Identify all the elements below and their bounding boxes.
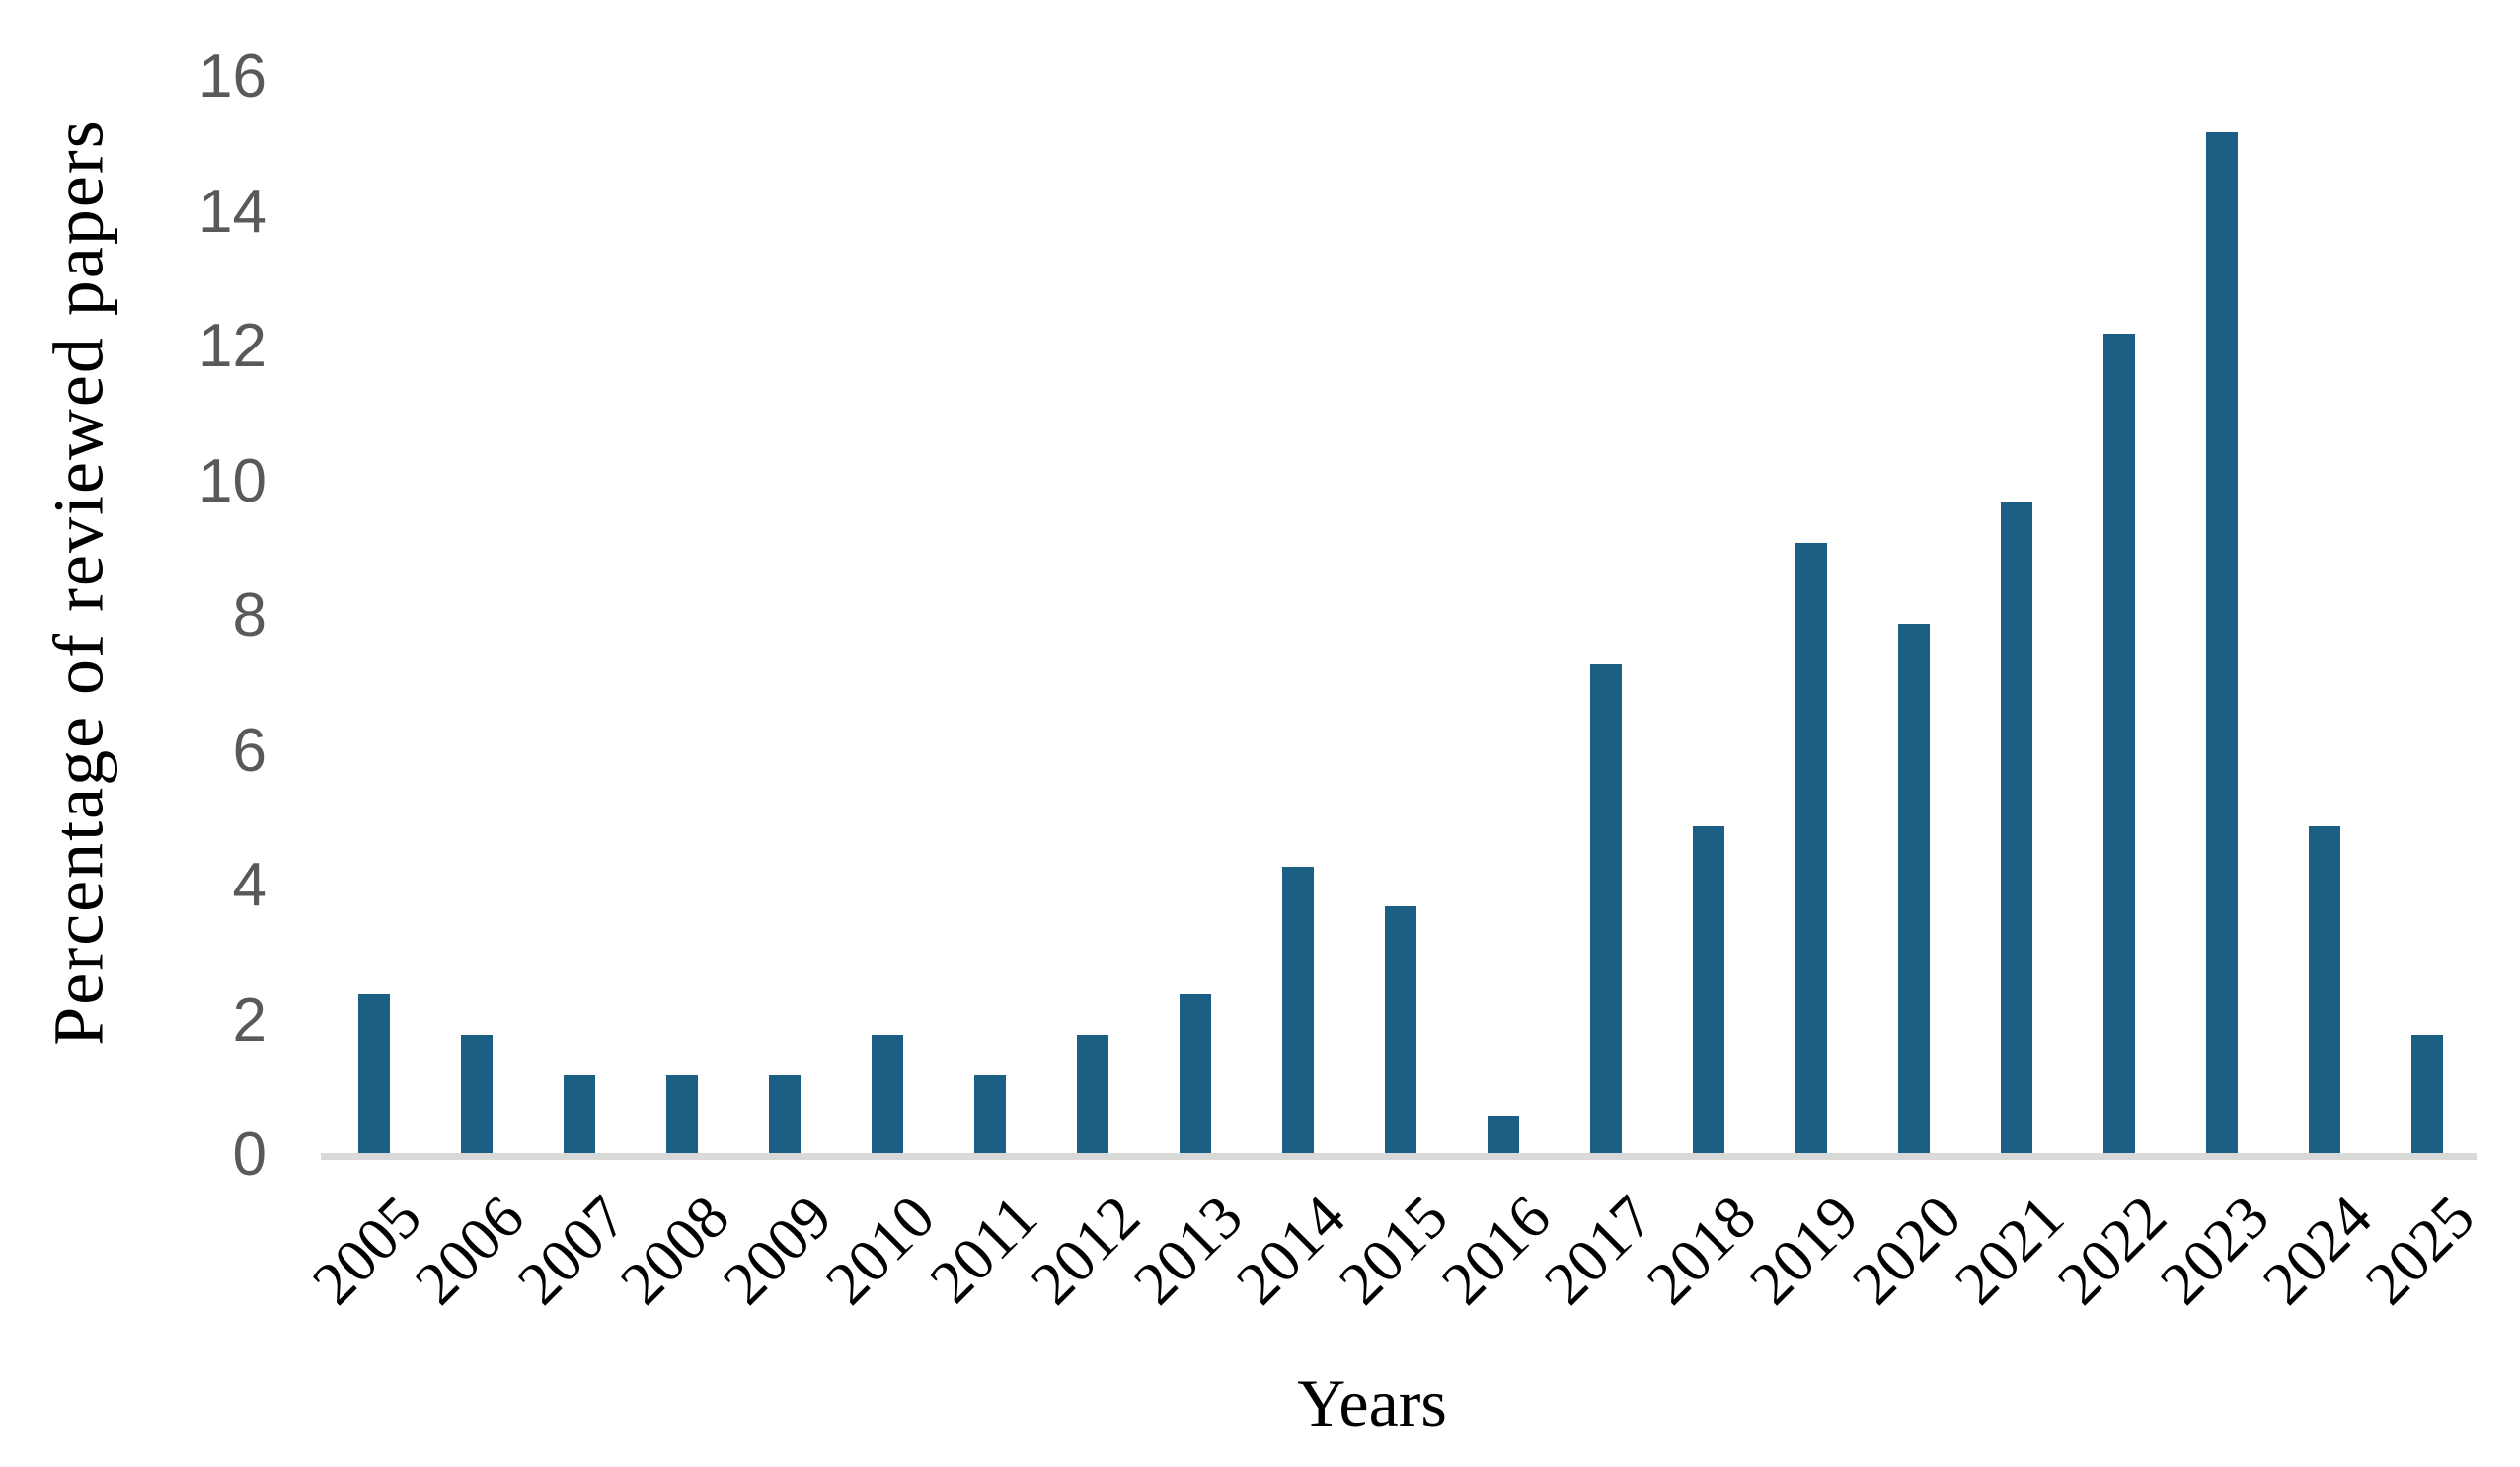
- bar-2008: [666, 1075, 698, 1156]
- bar-2010: [872, 1035, 903, 1156]
- bar-2022: [2103, 334, 2135, 1156]
- bar-2016: [1488, 1116, 1519, 1156]
- bar-2017: [1590, 664, 1622, 1156]
- bar-2015: [1385, 906, 1416, 1156]
- bar-2020: [1898, 624, 1930, 1156]
- y-tick-label-12: 12: [198, 312, 267, 381]
- bar-2011: [974, 1075, 1006, 1156]
- bar-2025: [2411, 1035, 2443, 1156]
- y-tick-label-6: 6: [232, 716, 267, 785]
- y-tick-label-2: 2: [232, 985, 267, 1054]
- bar-2007: [564, 1075, 595, 1156]
- bar-2023: [2206, 132, 2238, 1156]
- bar-2021: [2001, 502, 2032, 1156]
- y-tick-label-8: 8: [232, 581, 267, 651]
- bar-2014: [1282, 867, 1314, 1156]
- y-tick-label-4: 4: [232, 851, 267, 920]
- x-axis-title: Years: [1297, 1365, 1447, 1440]
- bar-2012: [1077, 1035, 1108, 1156]
- x-axis-line: [321, 1153, 2477, 1160]
- bar-2005: [358, 994, 390, 1156]
- bar-2018: [1693, 826, 1724, 1156]
- y-tick-label-10: 10: [198, 446, 267, 515]
- bar-2019: [1795, 543, 1827, 1156]
- y-tick-label-16: 16: [198, 42, 267, 112]
- y-tick-label-14: 14: [198, 177, 267, 246]
- bar-2013: [1180, 994, 1211, 1156]
- bar-2024: [2309, 826, 2340, 1156]
- bar-2006: [461, 1035, 493, 1156]
- plot-area: [321, 78, 2477, 1160]
- y-tick-label-0: 0: [232, 1120, 267, 1190]
- bar-2009: [769, 1075, 801, 1156]
